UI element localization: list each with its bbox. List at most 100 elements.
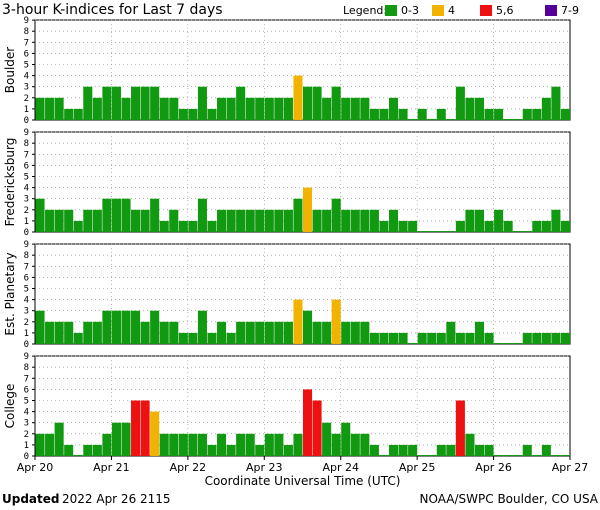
bar xyxy=(111,86,121,120)
y-tick-label: 5 xyxy=(24,173,29,183)
bar xyxy=(465,332,475,344)
bar xyxy=(178,108,188,120)
bar xyxy=(131,310,141,344)
bar xyxy=(274,433,284,456)
y-tick-label: 6 xyxy=(24,49,29,59)
bar xyxy=(197,86,207,120)
panel-label: College xyxy=(3,384,17,429)
y-tick-label: 7 xyxy=(24,150,29,160)
bar xyxy=(322,321,332,344)
bar xyxy=(398,444,408,456)
y-tick-label: 9 xyxy=(24,352,29,362)
updated-value: 2022 Apr 26 2115 xyxy=(62,492,171,506)
y-tick-label: 2 xyxy=(24,318,29,328)
bar xyxy=(369,444,379,456)
y-tick-label: 9 xyxy=(24,16,29,26)
bar xyxy=(388,332,399,344)
bar xyxy=(121,97,131,120)
bar xyxy=(350,433,360,456)
bar xyxy=(102,198,112,232)
bar xyxy=(92,97,102,120)
bar xyxy=(217,321,227,344)
bar xyxy=(455,332,465,344)
bar xyxy=(350,321,360,344)
bar xyxy=(188,433,198,456)
legend: Legend: 0-3 4 5,6 7-9 xyxy=(343,4,579,17)
bar xyxy=(64,108,74,120)
bar xyxy=(560,108,570,120)
bar xyxy=(360,97,370,120)
y-tick-label: 4 xyxy=(24,296,29,306)
bar xyxy=(560,332,570,344)
bar xyxy=(92,209,102,232)
bar xyxy=(54,209,64,232)
bar xyxy=(264,97,274,120)
bar xyxy=(341,321,351,344)
bar xyxy=(197,310,207,344)
y-tick-label: 1 xyxy=(24,105,29,115)
bar xyxy=(360,209,370,232)
bar xyxy=(264,433,274,456)
bar xyxy=(131,400,141,456)
panel-label: Boulder xyxy=(3,47,17,94)
y-tick-label: 4 xyxy=(24,72,29,82)
y-tick-label: 5 xyxy=(24,397,29,407)
y-tick-label: 0 xyxy=(24,452,29,462)
bar xyxy=(255,444,265,456)
bar xyxy=(551,209,561,232)
bar xyxy=(303,86,313,120)
legend-swatch-2 xyxy=(480,5,492,16)
chart-panels: 0123456789Boulder0123456789Fredericksbur… xyxy=(3,16,571,462)
bar xyxy=(140,209,150,232)
y-tick-label: 4 xyxy=(24,408,29,418)
bar xyxy=(341,209,351,232)
y-tick-label: 3 xyxy=(24,83,29,93)
bar xyxy=(45,97,55,120)
bar xyxy=(159,97,169,120)
bar xyxy=(264,321,274,344)
bar xyxy=(217,209,227,232)
y-tick-label: 7 xyxy=(24,262,29,272)
bar xyxy=(522,444,532,456)
bar xyxy=(541,97,551,120)
bar xyxy=(312,86,322,120)
x-tick-label: Apr 22 xyxy=(170,461,207,474)
bar xyxy=(236,86,246,120)
bar xyxy=(341,97,351,120)
updated-label: Updated xyxy=(2,492,60,506)
y-tick-label: 9 xyxy=(24,240,29,250)
bar xyxy=(541,220,551,232)
y-tick-label: 8 xyxy=(24,139,29,149)
bar xyxy=(226,97,236,120)
bar xyxy=(331,299,341,344)
bar xyxy=(455,400,465,456)
x-tick-label: Apr 20 xyxy=(17,461,54,474)
bar xyxy=(274,321,284,344)
bar xyxy=(64,209,74,232)
legend-swatch-1 xyxy=(432,5,444,16)
bar xyxy=(360,321,370,344)
bar xyxy=(303,389,313,456)
bar xyxy=(83,209,93,232)
legend-item-0: 0-3 xyxy=(401,4,419,17)
bar xyxy=(398,332,408,344)
x-tick-label: Apr 27 xyxy=(552,461,589,474)
bar xyxy=(474,209,485,232)
y-tick-label: 7 xyxy=(24,38,29,48)
bar xyxy=(293,299,303,344)
bar xyxy=(131,209,141,232)
bar xyxy=(465,209,475,232)
bar xyxy=(92,321,102,344)
bar xyxy=(293,433,303,456)
bar xyxy=(264,209,274,232)
bar xyxy=(427,332,437,344)
bar xyxy=(522,108,532,120)
panel-label: Est. Planetary xyxy=(3,252,17,335)
bar xyxy=(83,321,93,344)
bar xyxy=(436,444,446,456)
legend-swatch-3 xyxy=(545,5,557,16)
bar xyxy=(64,321,74,344)
bar xyxy=(341,422,351,456)
bar xyxy=(73,332,83,344)
y-tick-label: 3 xyxy=(24,307,29,317)
